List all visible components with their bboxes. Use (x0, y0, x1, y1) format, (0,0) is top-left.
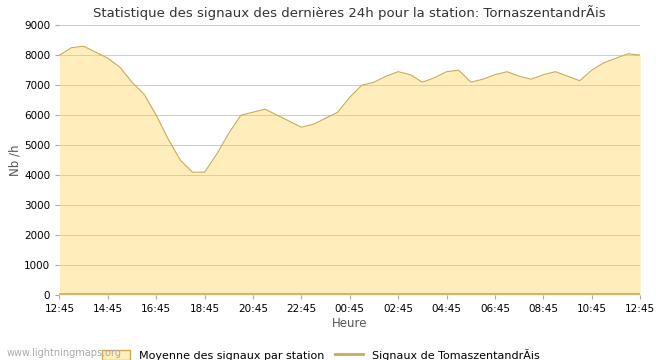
X-axis label: Heure: Heure (332, 317, 368, 330)
Text: www.lightningmaps.org: www.lightningmaps.org (7, 348, 121, 358)
Title: Statistique des signaux des dernières 24h pour la station: TornaszentandrÃis: Statistique des signaux des dernières 24… (94, 5, 606, 20)
Y-axis label: Nb /h: Nb /h (9, 144, 22, 176)
Legend: Moyenne des signaux par station, Signaux de TomaszentandrÃis: Moyenne des signaux par station, Signaux… (98, 345, 544, 360)
